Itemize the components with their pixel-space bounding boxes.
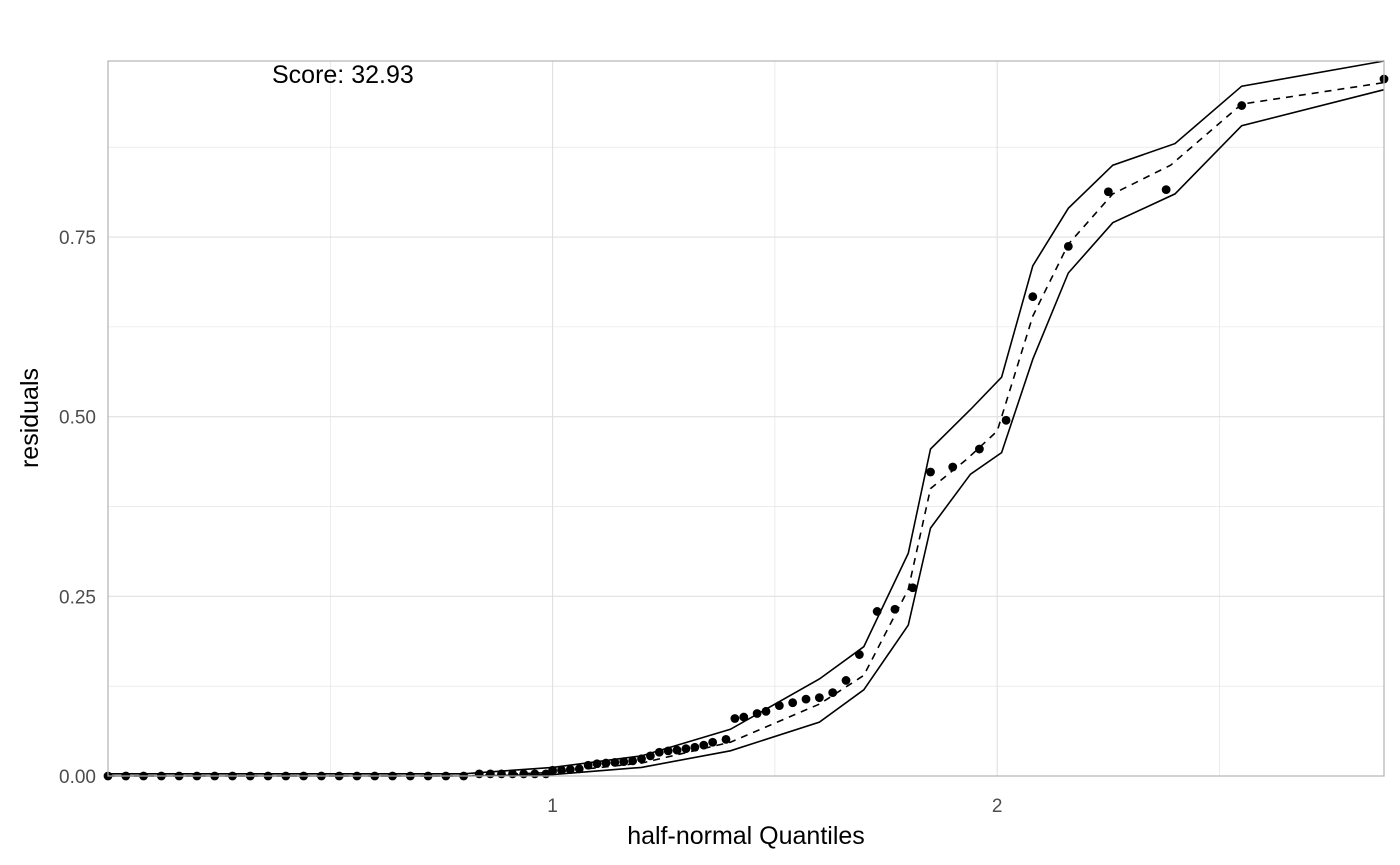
- y-axis-ticks: 0.00 0.25 0.50 0.75: [59, 228, 96, 788]
- residual-point: [699, 740, 709, 750]
- residual-point: [663, 746, 673, 756]
- residual-point: [708, 737, 718, 747]
- residual-point: [828, 688, 838, 698]
- y-tick-label: 0.25: [59, 587, 96, 608]
- residual-point: [975, 444, 984, 454]
- residual-point: [583, 760, 593, 770]
- residual-point: [841, 676, 851, 685]
- panel-border: [107, 60, 1385, 777]
- lower-envelope: [108, 88, 1385, 777]
- residual-point: [1161, 185, 1171, 195]
- residual-point: [926, 467, 935, 477]
- residual-point: [530, 769, 540, 779]
- residual-point: [739, 712, 749, 722]
- residual-point: [672, 745, 682, 755]
- residual-point: [774, 701, 784, 710]
- x-axis-title: half-normal Quantiles: [627, 822, 865, 850]
- residual-point: [565, 765, 575, 774]
- x-tick-label: 2: [992, 796, 1003, 817]
- residual-point: [908, 583, 918, 593]
- residual-point: [814, 693, 824, 703]
- residual-point: [654, 747, 664, 757]
- residual-point: [1237, 101, 1247, 110]
- residual-point: [497, 769, 506, 779]
- residual-point: [619, 757, 629, 767]
- residual-point: [681, 744, 691, 754]
- residual-point: [1063, 241, 1073, 251]
- residual-point: [601, 758, 611, 768]
- residual-point: [548, 765, 557, 775]
- residual-point: [508, 769, 517, 779]
- y-tick-label: 0.50: [59, 408, 96, 429]
- residual-point: [637, 754, 646, 764]
- residual-point: [690, 742, 700, 752]
- residual-point: [730, 714, 740, 723]
- residual-points: [103, 74, 1389, 781]
- residual-point: [788, 698, 798, 708]
- y-tick-label: 0.00: [59, 767, 96, 788]
- residual-point: [890, 604, 900, 614]
- residual-point: [485, 769, 495, 779]
- residual-point: [752, 709, 762, 718]
- median-line: [108, 81, 1385, 777]
- y-tick-label: 0.75: [59, 228, 96, 249]
- residual-point: [557, 765, 566, 775]
- lower-envelope-line: [108, 88, 1385, 777]
- minor-gridlines: [108, 61, 1384, 776]
- residual-point: [610, 757, 620, 767]
- residual-point: [721, 734, 731, 744]
- residual-point: [1103, 187, 1113, 197]
- residual-point: [872, 607, 882, 616]
- median-dashed-line: [108, 81, 1385, 777]
- residual-point: [574, 764, 584, 774]
- residual-point: [801, 694, 811, 704]
- residual-point: [1001, 415, 1011, 425]
- score-annotation: Score: 32.93: [272, 61, 414, 89]
- residual-point: [628, 756, 638, 766]
- residual-point: [948, 462, 958, 472]
- residual-point: [474, 769, 484, 779]
- residual-point: [592, 759, 602, 769]
- x-tick-label: 1: [547, 796, 558, 817]
- residual-point: [1028, 292, 1038, 302]
- residual-point: [761, 706, 771, 716]
- residual-point: [646, 751, 655, 761]
- residual-point: [519, 769, 529, 779]
- y-axis-title: residuals: [16, 368, 44, 468]
- residual-point: [854, 650, 864, 659]
